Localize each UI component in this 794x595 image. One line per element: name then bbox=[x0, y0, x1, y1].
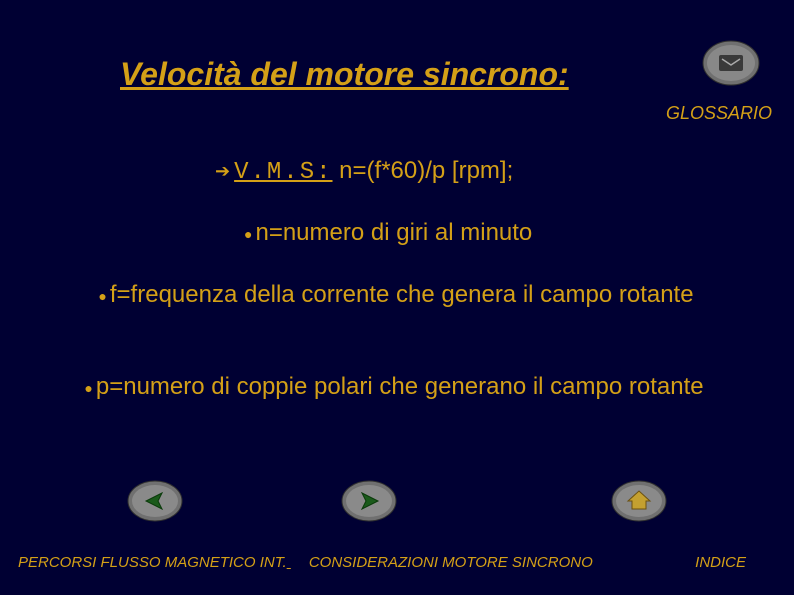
bullet-n-text: n=numero di giri al minuto bbox=[255, 219, 532, 246]
arrow-icon: ➔ bbox=[215, 161, 230, 181]
bullet-p: ●p=numero di coppie polari che generano … bbox=[84, 373, 704, 401]
bottom-link-bar: PERCORSI FLUSSO MAGNETICO INT. CONSIDERA… bbox=[18, 554, 776, 571]
bullet-p-text: p=numero di coppie polari che generano i… bbox=[96, 373, 704, 400]
back-button[interactable] bbox=[126, 479, 184, 523]
link-considerazioni[interactable]: CONSIDERAZIONI MOTORE SINCRONO bbox=[309, 554, 593, 571]
home-button[interactable] bbox=[610, 479, 668, 523]
back-arrow-icon bbox=[126, 479, 184, 523]
forward-arrow-icon bbox=[340, 479, 398, 523]
glossario-icon bbox=[700, 38, 762, 88]
forward-button[interactable] bbox=[340, 479, 398, 523]
bullet-f: ●f=frequenza della corrente che genera i… bbox=[96, 281, 696, 309]
glossario-button[interactable] bbox=[700, 38, 762, 88]
vms-label: V.M.S: bbox=[234, 159, 332, 186]
bullet-f-text: f=frequenza della corrente che genera il… bbox=[110, 281, 694, 308]
link-percorsi[interactable]: PERCORSI FLUSSO MAGNETICO INT. bbox=[18, 554, 287, 571]
link-indice[interactable]: INDICE bbox=[695, 554, 746, 571]
bullet-n: ●n=numero di giri al minuto bbox=[244, 219, 532, 247]
home-icon bbox=[610, 479, 668, 523]
glossario-label: GLOSSARIO bbox=[666, 103, 772, 124]
bullet-dot-icon: ● bbox=[84, 380, 92, 396]
formula-line: ➔V.M.S: n=(f*60)/p [rpm]; bbox=[215, 157, 513, 186]
page-title: Velocità del motore sincrono: bbox=[120, 56, 569, 93]
bullet-dot-icon: ● bbox=[98, 288, 106, 304]
formula-text: n=(f*60)/p [rpm]; bbox=[333, 157, 514, 184]
bullet-dot-icon: ● bbox=[244, 226, 252, 242]
